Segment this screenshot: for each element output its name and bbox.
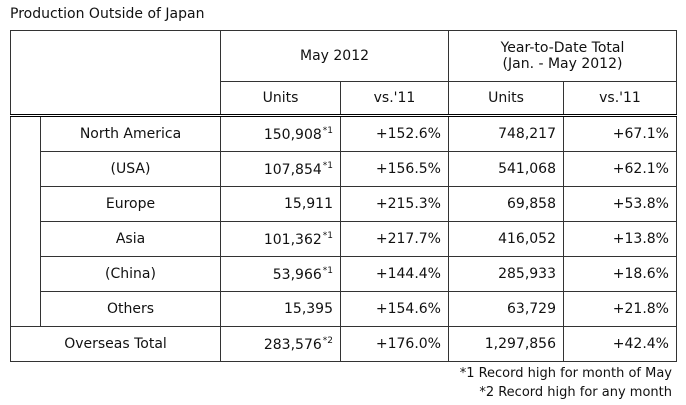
units: 107,854 bbox=[263, 161, 322, 178]
column-header: Units bbox=[220, 81, 341, 117]
ytd-title: Year-to-Date Total bbox=[500, 40, 625, 56]
ytd-units-cell: 69,858 bbox=[448, 186, 564, 222]
data-row: Europe 15,911 +215.3% 69,858 +53.8% bbox=[11, 186, 677, 222]
units: 15,911 bbox=[284, 196, 333, 212]
ytd-vs-cell: +42.4% bbox=[563, 326, 677, 362]
ytd-units-cell: 285,933 bbox=[448, 256, 564, 292]
column-header: Units bbox=[448, 81, 564, 117]
footnotes: *1 Record high for month of May *2 Recor… bbox=[460, 364, 672, 402]
ytd-units-cell: 541,068 bbox=[448, 151, 564, 187]
units: 53,966 bbox=[272, 266, 322, 283]
period-header: May 2012 bbox=[220, 30, 449, 82]
title: Production Outside of Japan bbox=[10, 6, 205, 22]
data-row: Overseas Total 283,576*2 +176.0% 1,297,856 +… bbox=[10, 326, 677, 362]
ytd-vs-cell: +18.6% bbox=[563, 256, 677, 292]
header-row: May 2012 Year-to-Date Total (Jan. - May 2… bbox=[10, 30, 677, 117]
data-row: (China) 53,966*1 +144.4% 285,933 +18.6% bbox=[11, 256, 677, 292]
vs-cell: +217.7% bbox=[340, 221, 449, 257]
note-mark: *2 bbox=[322, 335, 333, 346]
ytd-units-cell: 416,052 bbox=[448, 221, 564, 257]
region-cell: Others bbox=[40, 291, 221, 327]
column-header-row: Units vs.'11 Units vs.'11 bbox=[11, 81, 677, 117]
region-cell: Overseas Total bbox=[10, 326, 221, 362]
indent-cell bbox=[10, 115, 41, 327]
units-cell: 283,576*2 bbox=[220, 326, 341, 362]
column-header: vs.'11 bbox=[563, 81, 677, 117]
data-row: Asia 101,362*1 +217.7% 416,052 +13.8% bbox=[11, 221, 677, 257]
ytd-vs-cell: +13.8% bbox=[563, 221, 677, 257]
vs-cell: +156.5% bbox=[340, 151, 449, 187]
vs-cell: +144.4% bbox=[340, 256, 449, 292]
units-cell: 101,362*1 bbox=[220, 221, 341, 257]
units-cell: 150,908*1 bbox=[220, 115, 341, 152]
ytd-vs-cell: +67.1% bbox=[563, 115, 677, 152]
vs-cell: +176.0% bbox=[340, 326, 449, 362]
units: 150,908 bbox=[263, 126, 322, 143]
note-mark: *1 bbox=[322, 230, 333, 241]
region-cell: North America bbox=[40, 115, 221, 152]
note-mark: *1 bbox=[322, 160, 333, 171]
vs-cell: +154.6% bbox=[340, 291, 449, 327]
units-cell: 15,911 bbox=[220, 186, 341, 222]
note-mark: *1 bbox=[322, 265, 333, 276]
table-body: May 2012 Year-to-Date Total (Jan. - May 2… bbox=[10, 30, 677, 362]
vs-cell: +152.6% bbox=[340, 115, 449, 152]
ytd-units-cell: 748,217 bbox=[448, 115, 564, 152]
ytd-units-cell: 63,729 bbox=[448, 291, 564, 327]
ytd-header: Year-to-Date Total (Jan. - May 2012) bbox=[448, 30, 677, 82]
ytd-range: (Jan. - May 2012) bbox=[502, 56, 623, 72]
units: 15,395 bbox=[284, 301, 333, 317]
data-row: North America 150,908*1 +152.6% 748,217 +67.… bbox=[10, 115, 677, 327]
data-row: Others 15,395 +154.6% 63,729 +21.8% bbox=[11, 291, 677, 327]
ytd-vs-cell: +62.1% bbox=[563, 151, 677, 187]
vs-cell: +215.3% bbox=[340, 186, 449, 222]
ytd-units-cell: 1,297,856 bbox=[448, 326, 564, 362]
units-cell: 15,395 bbox=[220, 291, 341, 327]
ytd-vs-cell: +53.8% bbox=[563, 186, 677, 222]
region-cell: (China) bbox=[40, 256, 221, 292]
units: 101,362 bbox=[263, 231, 322, 248]
data-row: (USA) 107,854*1 +156.5% 541,068 +62.1% bbox=[11, 151, 677, 187]
units: 283,576 bbox=[263, 336, 322, 353]
corner-cell bbox=[10, 30, 221, 117]
footnote: *1 Record high for month of May bbox=[459, 366, 672, 381]
region-cell: Europe bbox=[40, 186, 221, 222]
column-header: vs.'11 bbox=[340, 81, 449, 117]
units-cell: 107,854*1 bbox=[220, 151, 341, 187]
footnote: *2 Record high for any month bbox=[479, 385, 672, 400]
region-cell: Asia bbox=[40, 221, 221, 257]
production-table: May 2012 Year-to-Date Total (Jan. - May 2… bbox=[10, 30, 677, 362]
units-cell: 53,966*1 bbox=[220, 256, 341, 292]
ytd-vs-cell: +21.8% bbox=[563, 291, 677, 327]
note-mark: *1 bbox=[322, 125, 333, 136]
region-cell: (USA) bbox=[40, 151, 221, 187]
